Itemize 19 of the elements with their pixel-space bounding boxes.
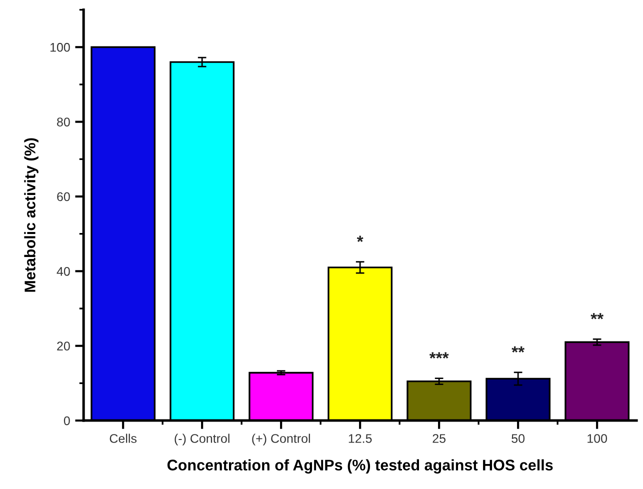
x-tick-label: 50 <box>512 434 525 443</box>
y-tick-label: 0 <box>64 416 70 426</box>
annotation: ** <box>512 346 525 353</box>
annotation: * <box>356 236 364 242</box>
x-tick-label: (-) Control <box>174 434 230 446</box>
x-tick-label: 100 <box>588 434 608 443</box>
y-tick-label: 80 <box>57 118 70 126</box>
x-tick-label: 25 <box>432 434 446 443</box>
x-tick-label: (+) Control <box>252 434 310 446</box>
y-tick-label: 100 <box>50 42 70 52</box>
x-axis-title: Concentration of AgNPs (%) tested against HOS cells <box>167 459 553 474</box>
x-tick-label: Cells <box>110 434 137 443</box>
annotation: *** <box>429 352 449 359</box>
x-tick-label: 12.5 <box>348 434 372 443</box>
annotation: ** <box>590 313 604 320</box>
y-tick-label: 60 <box>57 192 70 202</box>
y-axis-title: Metabolic activity (%) <box>24 138 38 292</box>
y-tick-label: 40 <box>56 266 70 276</box>
y-tick-label: 20 <box>57 342 70 351</box>
